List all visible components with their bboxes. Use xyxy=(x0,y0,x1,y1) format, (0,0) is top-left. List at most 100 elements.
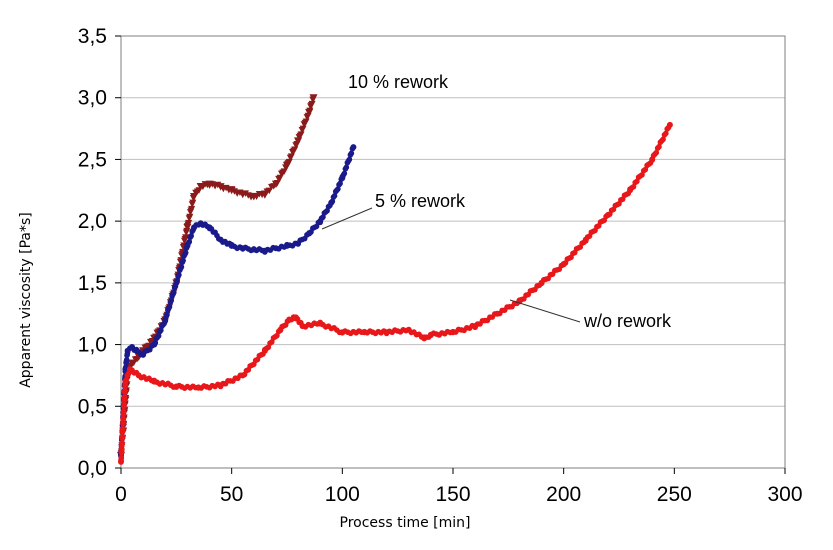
data-point xyxy=(284,242,290,249)
data-point xyxy=(135,372,142,379)
x-tick-label: 100 xyxy=(325,483,360,506)
data-point xyxy=(126,366,133,373)
data-point xyxy=(294,137,303,145)
data-point xyxy=(309,94,318,102)
data-point xyxy=(328,199,335,206)
data-point xyxy=(186,213,194,221)
data-point xyxy=(450,329,456,336)
data-point xyxy=(122,366,129,373)
annotation-label: 10 % rework xyxy=(348,72,449,92)
data-point xyxy=(188,233,194,239)
y-tick-label: 1,0 xyxy=(78,334,107,357)
x-axis-ticks: 0 50 100 150 200 250 300 xyxy=(115,468,803,506)
data-point xyxy=(118,454,125,461)
data-point xyxy=(238,190,247,198)
data-point xyxy=(121,402,127,408)
data-point xyxy=(405,326,412,333)
data-point xyxy=(666,121,673,128)
data-point xyxy=(656,143,662,150)
data-point xyxy=(170,289,177,296)
data-point xyxy=(283,162,291,170)
x-tick-label: 300 xyxy=(767,483,802,506)
data-point xyxy=(140,351,147,358)
annotation-label: w/o rework xyxy=(583,311,672,331)
y-tick-label: 2,5 xyxy=(78,148,107,171)
data-point xyxy=(660,136,666,143)
data-point xyxy=(261,347,268,354)
data-point xyxy=(239,372,246,379)
data-point xyxy=(653,149,660,156)
data-point xyxy=(129,344,136,351)
x-tick-label: 0 xyxy=(115,483,127,506)
y-tick-label: 0,0 xyxy=(78,457,107,480)
y-tick-label: 1,5 xyxy=(78,272,107,295)
data-point xyxy=(627,187,634,194)
data-point xyxy=(494,310,501,317)
data-point xyxy=(339,329,346,336)
data-point xyxy=(317,218,324,225)
data-point xyxy=(206,224,213,231)
annotation-labels: 10 % rework 5 % rework w/o rework xyxy=(348,72,672,331)
data-point xyxy=(292,314,299,321)
data-point xyxy=(120,415,127,422)
data-point xyxy=(121,394,128,400)
data-point xyxy=(128,359,137,368)
data-point xyxy=(191,224,198,231)
data-point xyxy=(183,227,191,235)
data-point xyxy=(649,156,656,163)
data-point xyxy=(155,333,162,339)
data-point xyxy=(119,425,126,432)
x-tick-label: 150 xyxy=(435,483,470,506)
data-point xyxy=(339,174,346,181)
data-point xyxy=(173,383,180,390)
data-point xyxy=(383,329,390,336)
series-2 xyxy=(118,121,673,465)
data-point xyxy=(183,223,192,232)
data-point xyxy=(182,249,189,256)
data-point xyxy=(287,153,295,160)
data-point xyxy=(604,211,611,218)
data-point xyxy=(195,384,202,391)
data-point xyxy=(122,387,128,394)
y-tick-label: 3,0 xyxy=(78,87,107,110)
data-point xyxy=(166,304,173,310)
data-point xyxy=(118,458,124,465)
y-tick-label: 3,5 xyxy=(78,25,107,48)
data-point xyxy=(120,408,127,415)
data-point xyxy=(291,146,299,154)
data-point xyxy=(119,433,126,440)
data-point xyxy=(271,180,280,189)
data-point xyxy=(305,109,314,117)
data-point xyxy=(297,131,305,138)
data-point xyxy=(317,320,324,327)
data-point xyxy=(189,199,197,207)
data-point xyxy=(178,264,185,270)
data-point xyxy=(331,193,338,199)
data-point xyxy=(286,316,293,323)
data-point xyxy=(295,240,302,247)
data-point xyxy=(217,382,224,389)
data-point xyxy=(582,236,589,243)
data-point xyxy=(180,257,186,264)
x-axis-title: Process time [min] xyxy=(340,515,471,531)
grid-lines xyxy=(121,97,785,407)
data-point xyxy=(205,180,214,189)
y-axis-title: Apparent viscosity [Pa*s] xyxy=(18,212,34,388)
data-point xyxy=(335,186,341,192)
annotation-leader-line xyxy=(509,299,581,323)
data-point xyxy=(346,156,353,163)
data-point xyxy=(162,316,169,323)
data-point xyxy=(337,180,343,187)
data-point xyxy=(185,219,193,227)
data-point xyxy=(472,323,479,330)
data-point xyxy=(122,378,129,385)
data-point xyxy=(421,335,428,342)
data-point xyxy=(560,261,567,268)
data-point xyxy=(299,125,307,133)
data-point xyxy=(261,247,268,254)
data-point xyxy=(123,357,130,363)
data-point xyxy=(244,192,252,199)
annotation-leaders xyxy=(321,207,581,323)
y-tick-label: 0,5 xyxy=(78,395,107,418)
